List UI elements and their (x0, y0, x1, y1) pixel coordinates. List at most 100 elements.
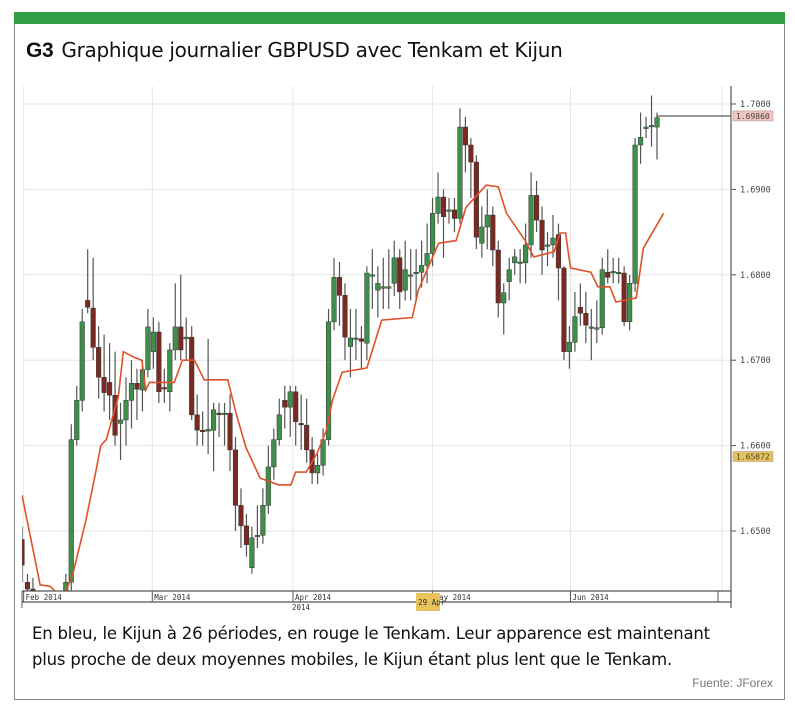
candle-body (326, 321, 332, 440)
candle-body (227, 412, 233, 451)
price-marker-label: 1.65872 (736, 453, 770, 462)
candle (304, 398, 310, 463)
candle-body (523, 244, 529, 264)
candle (96, 326, 102, 399)
candle (528, 172, 534, 258)
candle-body (627, 283, 633, 323)
candle (419, 240, 425, 288)
candle (276, 398, 282, 446)
y-tick-label: 1.7000 (740, 100, 771, 110)
x-axis-label: 2014 (292, 603, 311, 612)
candle-body (566, 342, 572, 352)
candle (194, 394, 200, 446)
candle-body (605, 271, 611, 278)
candle (506, 257, 512, 301)
candle-body (260, 505, 266, 536)
candle-body (588, 326, 594, 329)
candle (561, 266, 567, 361)
candle (490, 206, 496, 267)
candle-body (117, 419, 124, 424)
candle (358, 326, 364, 369)
candle-body (150, 331, 156, 352)
candle (156, 321, 162, 403)
x-tick-label: Mar 2014 (154, 593, 191, 602)
candle-body (440, 196, 447, 217)
candle (315, 454, 321, 485)
candle-body (336, 277, 343, 296)
candle (150, 317, 156, 369)
candle-body (85, 300, 91, 308)
caption-line-1: En bleu, le Kijun à 26 périodes, en roug… (32, 624, 710, 643)
candle-body (221, 412, 228, 415)
x-tick-label: Jun 2014 (573, 593, 610, 602)
candle (227, 394, 233, 472)
y-tick-label: 1.6900 (740, 185, 771, 195)
candle (271, 428, 277, 480)
candle-body (238, 505, 244, 527)
x-tick-label: Feb 2014 (26, 593, 63, 602)
candle (512, 249, 518, 275)
candle-body (490, 214, 496, 251)
candle (189, 326, 195, 420)
candle (53, 608, 58, 620)
candle (435, 172, 441, 224)
candle-body (183, 336, 189, 340)
candle (117, 402, 124, 461)
candle-body (583, 312, 589, 326)
candle-body (643, 126, 649, 129)
candle (287, 385, 293, 438)
candle (495, 240, 501, 318)
candle (375, 266, 381, 318)
candle (90, 257, 96, 361)
candle-body (594, 327, 600, 330)
candle (501, 283, 507, 335)
candle-body (468, 144, 474, 163)
candle-body (167, 349, 173, 393)
candle (386, 249, 392, 309)
candle-body (534, 195, 540, 221)
candle (473, 155, 479, 250)
candle (79, 308, 85, 412)
candle-body (128, 383, 135, 401)
candle (336, 261, 343, 327)
candle-body (577, 307, 583, 314)
candle-body (178, 326, 184, 351)
candle (391, 240, 397, 297)
candle (167, 343, 173, 412)
candle (331, 257, 337, 331)
figure-title-text: Graphique journalier GBPUSD avec Tenkam … (61, 38, 563, 62)
candle (643, 116, 649, 139)
candle-body (375, 283, 381, 291)
candle-body (271, 439, 277, 468)
candle (462, 116, 468, 173)
candle-body (402, 269, 408, 291)
candle (648, 95, 655, 147)
candle-body (544, 244, 551, 247)
candle (369, 249, 375, 309)
candle (221, 402, 228, 446)
candle (265, 445, 271, 514)
candle-body (276, 414, 282, 440)
candle-body (424, 253, 430, 266)
candle-body (638, 137, 644, 146)
candle (484, 189, 490, 250)
candle (534, 180, 540, 233)
candle (47, 616, 52, 620)
candle (298, 394, 304, 450)
candle-body (254, 535, 260, 538)
candle-body (539, 219, 545, 251)
chart-marks (22, 95, 665, 620)
candle-body (358, 338, 364, 342)
candle-body (293, 391, 299, 422)
candle (107, 343, 113, 420)
figure-code: G3 (26, 39, 54, 62)
candle-body (194, 414, 200, 431)
crosshair-date-badge (416, 593, 441, 611)
candle (566, 326, 572, 369)
candle (457, 108, 463, 224)
candle-body (24, 581, 31, 590)
candle-body (298, 423, 304, 426)
candle (544, 232, 551, 267)
candle-body (315, 464, 321, 474)
candle (402, 240, 408, 301)
